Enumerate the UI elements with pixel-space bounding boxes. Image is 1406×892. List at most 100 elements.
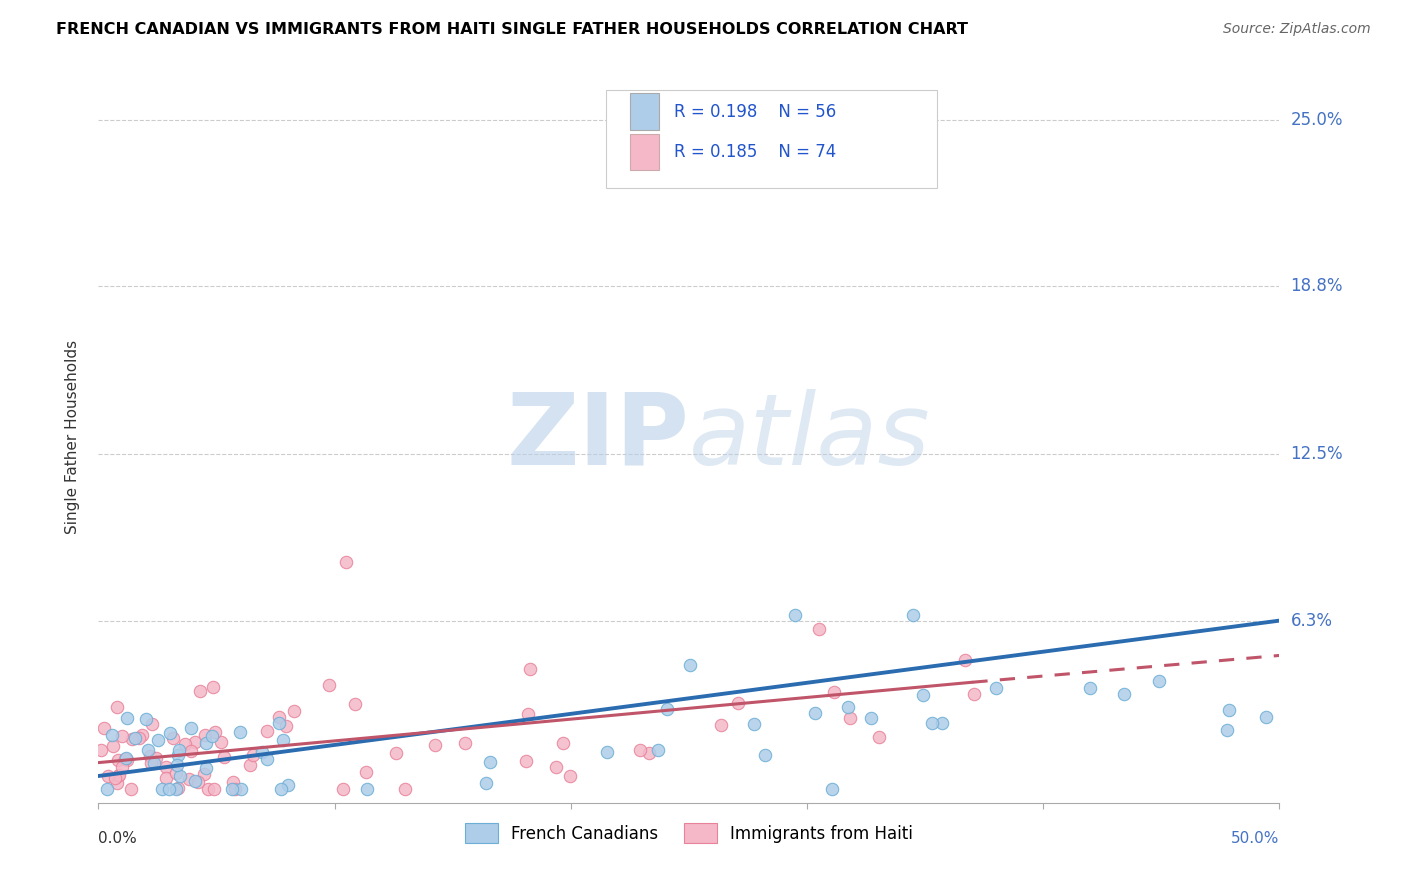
Point xyxy=(212,750,235,764)
Point xyxy=(167,781,190,796)
Point xyxy=(222,775,245,789)
Point xyxy=(1149,673,1171,688)
Point xyxy=(194,736,217,750)
Point xyxy=(912,688,935,702)
Point xyxy=(754,747,776,762)
Point xyxy=(115,753,138,767)
Point xyxy=(903,608,925,623)
Point xyxy=(194,728,217,742)
Point xyxy=(1112,687,1135,701)
Point xyxy=(155,760,177,774)
Point xyxy=(183,735,205,749)
Point xyxy=(124,731,146,745)
Point xyxy=(335,555,357,569)
Point xyxy=(256,724,278,739)
Point xyxy=(356,782,378,797)
Point xyxy=(242,747,264,762)
Point xyxy=(101,728,124,742)
Point xyxy=(221,782,243,797)
Point xyxy=(146,733,169,747)
Point xyxy=(955,653,977,667)
Point xyxy=(204,782,226,797)
Point xyxy=(354,764,377,779)
Point xyxy=(193,767,215,781)
Point xyxy=(1216,723,1239,738)
Point xyxy=(139,756,162,771)
Point xyxy=(823,685,845,699)
Text: 25.0%: 25.0% xyxy=(1291,111,1343,128)
Point xyxy=(678,658,700,673)
Point xyxy=(187,774,209,789)
Point xyxy=(139,748,162,763)
Point xyxy=(860,711,883,725)
Legend: French Canadians, Immigrants from Haiti: French Canadians, Immigrants from Haiti xyxy=(458,817,920,849)
Point xyxy=(558,769,581,783)
Point xyxy=(551,735,574,749)
Point xyxy=(1080,681,1102,695)
Point xyxy=(141,717,163,731)
Point xyxy=(250,745,273,759)
Point xyxy=(121,732,143,747)
Point xyxy=(155,771,177,785)
Point xyxy=(142,756,165,771)
Point xyxy=(228,725,250,739)
Point xyxy=(114,752,136,766)
Point xyxy=(115,711,138,725)
Point xyxy=(202,681,225,695)
Point xyxy=(516,707,538,722)
Point xyxy=(474,776,496,790)
Point xyxy=(269,710,291,724)
Point xyxy=(108,767,131,781)
Point xyxy=(167,747,190,762)
Point xyxy=(647,743,669,757)
Point xyxy=(785,608,807,623)
Text: R = 0.185    N = 74: R = 0.185 N = 74 xyxy=(673,143,835,161)
Point xyxy=(165,782,187,797)
Text: 0.0%: 0.0% xyxy=(98,830,138,846)
Point xyxy=(868,730,890,744)
Point xyxy=(136,742,159,756)
FancyBboxPatch shape xyxy=(630,134,659,170)
Point xyxy=(239,758,262,772)
Point xyxy=(984,681,1007,695)
Point xyxy=(804,706,827,721)
Point xyxy=(145,751,167,765)
Point xyxy=(166,758,188,772)
Point xyxy=(96,782,118,797)
Point xyxy=(595,745,617,759)
Point xyxy=(105,776,128,790)
Point xyxy=(1256,710,1278,724)
Text: atlas: atlas xyxy=(689,389,931,485)
Point xyxy=(515,754,537,768)
Text: ZIP: ZIP xyxy=(506,389,689,485)
Point xyxy=(270,782,292,797)
Point xyxy=(120,782,142,797)
Text: 12.5%: 12.5% xyxy=(1291,445,1343,464)
Point xyxy=(727,696,749,710)
Point xyxy=(180,721,202,735)
Point xyxy=(710,718,733,732)
Point xyxy=(921,716,943,731)
Text: R = 0.198    N = 56: R = 0.198 N = 56 xyxy=(673,103,835,120)
Text: FRENCH CANADIAN VS IMMIGRANTS FROM HAITI SINGLE FATHER HOUSEHOLDS CORRELATION CH: FRENCH CANADIAN VS IMMIGRANTS FROM HAITI… xyxy=(56,22,969,37)
Point xyxy=(1218,703,1240,717)
Point xyxy=(544,760,567,774)
Point xyxy=(159,726,181,740)
Point xyxy=(110,760,132,774)
Point xyxy=(169,769,191,783)
Point xyxy=(103,739,125,754)
Point xyxy=(209,735,232,749)
Point xyxy=(165,765,187,780)
Point xyxy=(394,782,416,797)
Point xyxy=(807,622,830,636)
Point xyxy=(283,704,305,718)
Point xyxy=(628,743,651,757)
FancyBboxPatch shape xyxy=(606,90,936,188)
Point xyxy=(229,782,252,797)
Point xyxy=(277,778,299,792)
Point xyxy=(839,711,862,725)
Point xyxy=(177,772,200,786)
Point xyxy=(93,721,115,735)
Point xyxy=(273,732,295,747)
Point xyxy=(188,684,211,698)
